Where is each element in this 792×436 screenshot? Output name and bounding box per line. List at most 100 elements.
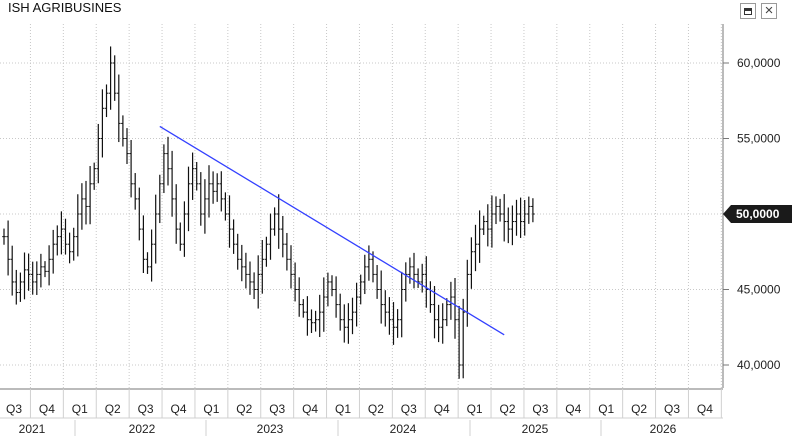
x-tick-year: 2021 bbox=[19, 422, 46, 436]
ohlc-bar bbox=[510, 205, 515, 246]
ohlc-bar bbox=[186, 166, 191, 232]
ohlc-bar bbox=[6, 220, 10, 276]
ohlc-bar bbox=[342, 304, 347, 343]
y-tick-label: 55,0000 bbox=[737, 132, 781, 146]
ohlc-bar bbox=[76, 194, 80, 257]
ohlc-bar bbox=[207, 165, 211, 218]
ohlc-bar bbox=[248, 261, 252, 295]
ohlc-bar bbox=[256, 255, 260, 309]
ohlc-bar bbox=[506, 207, 511, 244]
x-tick-quarter: Q3 bbox=[401, 402, 417, 416]
ohlc-bar bbox=[71, 227, 76, 261]
x-tick-quarter: Q1 bbox=[467, 402, 483, 416]
x-tick-quarter: Q3 bbox=[6, 402, 22, 416]
x-tick-year: 2024 bbox=[390, 422, 417, 436]
ohlc-bar bbox=[203, 179, 207, 234]
x-tick-quarter: Q3 bbox=[532, 402, 548, 416]
ohlc-bars bbox=[2, 46, 535, 379]
ohlc-bar bbox=[371, 251, 375, 283]
ohlc-bar bbox=[112, 55, 117, 101]
ohlc-bar bbox=[473, 224, 478, 272]
x-tick-quarter: Q2 bbox=[105, 402, 121, 416]
ohlc-bar bbox=[498, 198, 502, 222]
ohlc-bar bbox=[211, 171, 215, 204]
y-tick-label: 45,0000 bbox=[737, 283, 781, 297]
ohlc-bar bbox=[424, 256, 429, 308]
ohlc-bar bbox=[375, 265, 379, 299]
y-tick-label: 40,0000 bbox=[737, 358, 781, 372]
close-icon: × bbox=[764, 2, 774, 19]
ohlc-bar bbox=[514, 199, 519, 236]
ohlc-bar bbox=[522, 199, 527, 236]
ohlc-bar bbox=[432, 285, 437, 339]
ohlc-bar bbox=[436, 304, 441, 343]
ohlc-bar bbox=[404, 262, 408, 302]
ohlc-bar bbox=[80, 183, 84, 230]
x-tick-quarter: Q3 bbox=[269, 402, 285, 416]
ohlc-bar bbox=[244, 252, 248, 289]
close-button[interactable]: × bbox=[761, 3, 777, 19]
x-tick-quarter: Q3 bbox=[664, 402, 680, 416]
ohlc-bar bbox=[100, 89, 105, 158]
x-tick-quarter: Q4 bbox=[39, 402, 55, 416]
ohlc-bar bbox=[166, 136, 170, 186]
ohlc-bar bbox=[416, 268, 420, 288]
ohlc-bar bbox=[231, 219, 236, 254]
x-tick-quarter: Q3 bbox=[138, 402, 154, 416]
ohlc-bar bbox=[494, 196, 498, 225]
ohlc-bar bbox=[182, 201, 187, 257]
x-tick-quarter: Q2 bbox=[631, 402, 647, 416]
ohlc-bar bbox=[457, 305, 461, 379]
ohlc-bar bbox=[453, 277, 457, 339]
ohlc-bar bbox=[55, 225, 60, 256]
ohlc-bar bbox=[260, 240, 265, 294]
ohlc-bar bbox=[174, 184, 178, 244]
ohlc-bar bbox=[18, 272, 23, 302]
ohlc-bar bbox=[26, 253, 31, 291]
x-tick-quarter: Q4 bbox=[302, 402, 318, 416]
ohlc-bar bbox=[158, 174, 162, 224]
ohlc-bar bbox=[227, 195, 232, 248]
ohlc-bar bbox=[346, 303, 351, 344]
ohlc-bar bbox=[84, 180, 88, 225]
ohlc-bar bbox=[338, 293, 342, 331]
ohlc-bar bbox=[67, 232, 72, 264]
ohlc-bar bbox=[465, 259, 470, 327]
ohlc-bar bbox=[309, 309, 314, 333]
x-tick-year: 2025 bbox=[522, 422, 549, 436]
ohlc-bar bbox=[391, 302, 396, 345]
ohlc-bar bbox=[170, 150, 174, 217]
ohlc-bar bbox=[322, 277, 326, 332]
ohlc-bar bbox=[145, 252, 150, 274]
x-tick-quarter: Q1 bbox=[335, 402, 351, 416]
ohlc-bar bbox=[281, 215, 285, 258]
ohlc-bar bbox=[449, 281, 453, 320]
x-tick-quarter: Q2 bbox=[368, 402, 384, 416]
ohlc-bar bbox=[43, 261, 47, 278]
ohlc-bar bbox=[125, 128, 129, 165]
ohlc-bar bbox=[133, 173, 137, 210]
ohlc-bar bbox=[22, 252, 27, 300]
ohlc-bar bbox=[399, 271, 404, 338]
ohlc-bar bbox=[10, 245, 14, 296]
x-tick-quarter: Q1 bbox=[598, 402, 614, 416]
ohlc-bar bbox=[445, 298, 449, 327]
ohlc-bar bbox=[39, 253, 43, 288]
ohlc-bar bbox=[104, 84, 109, 118]
trendline[interactable] bbox=[159, 125, 505, 336]
ohlc-bar bbox=[387, 297, 392, 335]
grid-lines bbox=[0, 24, 723, 388]
ohlc-bar bbox=[326, 272, 330, 307]
y-tick-label: 60,0000 bbox=[737, 56, 781, 70]
ohlc-bar bbox=[272, 207, 277, 236]
x-tick-quarter: Q1 bbox=[72, 402, 88, 416]
x-tick-year: 2023 bbox=[257, 422, 284, 436]
ohlc-bar bbox=[486, 204, 490, 247]
ohlc-bar bbox=[412, 252, 416, 289]
ohlc-bar bbox=[420, 263, 424, 293]
ohlc-bar bbox=[379, 270, 383, 324]
maximize-button[interactable] bbox=[740, 3, 756, 19]
ohlc-bar bbox=[502, 194, 506, 242]
ohlc-bar bbox=[59, 211, 64, 255]
